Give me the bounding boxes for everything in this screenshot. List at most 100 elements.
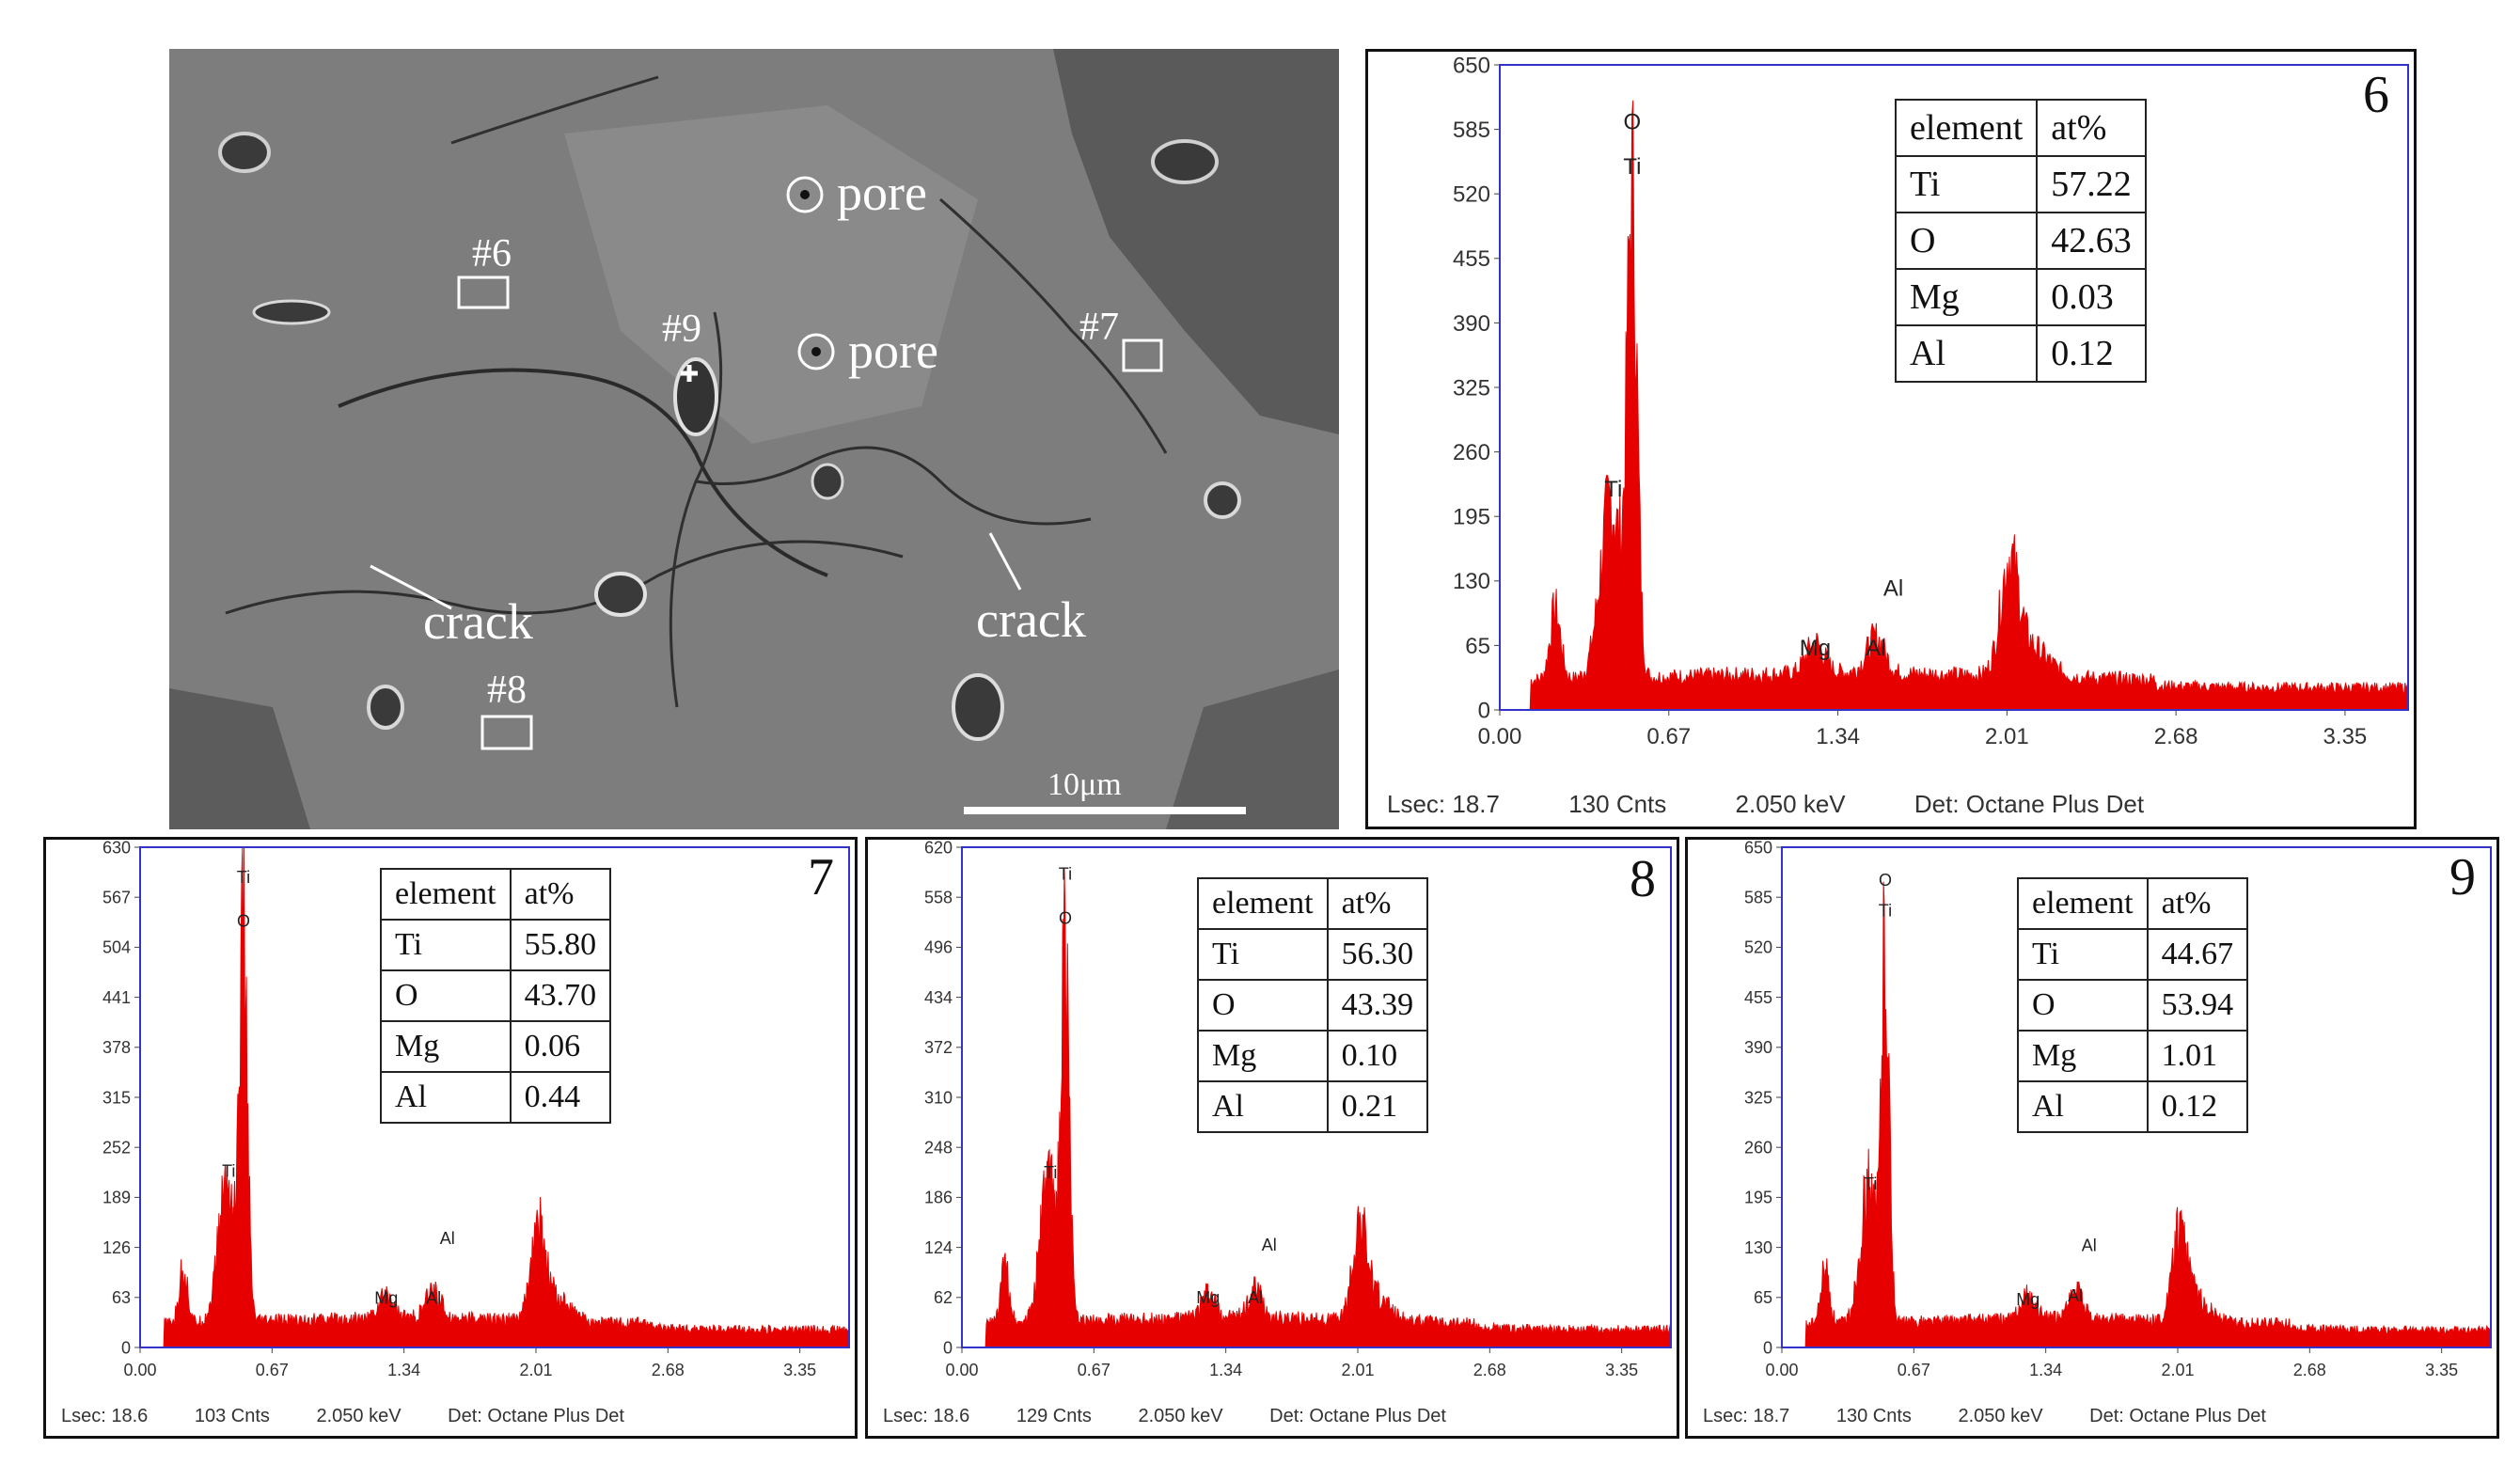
y-tick-label: 650: [1453, 53, 1490, 78]
peak-label: Ti: [222, 1161, 235, 1180]
y-tick-label: 496: [924, 938, 953, 957]
y-tick-label: 630: [102, 840, 131, 857]
x-tick-label: 0.00: [1478, 724, 1522, 749]
y-tick-label: 504: [102, 938, 131, 957]
peak-label: Ti: [1044, 1163, 1057, 1182]
peak-label: Mg: [1196, 1288, 1220, 1307]
footer-lsec: Lsec: 18.7: [1387, 790, 1500, 818]
footer-kev: 2.050 keV: [1735, 790, 1846, 818]
dark-grain: [1053, 49, 1339, 434]
y-tick-label: 130: [1744, 1238, 1772, 1257]
composition-table: element at% Ti 56.30 O 43.39 Mg 0.10 Al 0.21: [1197, 877, 1429, 1133]
peak-label: Al: [1248, 1288, 1263, 1307]
peak-label: Mg: [374, 1289, 398, 1308]
y-tick-label: 378: [102, 1038, 131, 1057]
footer-det: Det: Octane Plus Det: [2089, 1406, 2266, 1426]
spot8-label: #8: [487, 669, 527, 712]
y-tick-label: 189: [102, 1189, 131, 1207]
table-cell: Al: [1197, 1080, 1329, 1133]
spot8-box: [480, 715, 533, 750]
footer-kev: 2.050 keV: [316, 1406, 402, 1426]
spot9-cross: [681, 365, 698, 382]
table-cell: Ti: [2017, 928, 2149, 981]
panel-number: 9: [2449, 848, 2476, 906]
y-tick-label: 455: [1744, 988, 1772, 1007]
table-cell: O: [2017, 979, 2149, 1032]
peak-label: Ti: [1879, 902, 1892, 921]
peak-label: Al: [2068, 1286, 2083, 1305]
y-tick-label: 260: [1453, 440, 1490, 465]
x-tick-label: 3.35: [783, 1361, 816, 1379]
y-tick-label: 315: [102, 1088, 131, 1107]
y-tick-label: 252: [102, 1139, 131, 1158]
table-cell: 42.63: [2036, 212, 2147, 270]
x-tick-label: 2.68: [652, 1361, 685, 1379]
y-tick-label: 0: [121, 1338, 131, 1357]
x-tick-label: 1.34: [2029, 1361, 2062, 1379]
x-tick-label: 1.34: [387, 1361, 420, 1379]
x-tick-label: 0.00: [945, 1361, 978, 1379]
table-cell: Mg: [1197, 1030, 1329, 1082]
pore-circle: [797, 333, 835, 370]
footer-kev: 2.050 keV: [1958, 1406, 2043, 1426]
spectrum-svg: 0 63 126 189 252 315 378 441 504 567 630 0.00 0.67 1.…: [102, 838, 850, 1379]
y-tick-label: 260: [1744, 1139, 1772, 1158]
pore-mark: [1204, 481, 1241, 519]
x-tick-label: 3.35: [2323, 724, 2368, 749]
scale-bar: [964, 807, 1246, 814]
table-cell: 0.10: [1326, 1030, 1429, 1082]
y-tick-label: 520: [1744, 938, 1772, 957]
table-cell: Ti: [380, 919, 512, 971]
eds-plot: 0 65 130 195 260 325 390 455 520 585 650 0.00 0.67 1.…: [1368, 52, 2414, 776]
table-cell: 0.21: [1326, 1080, 1429, 1133]
y-tick-label: 195: [1744, 1189, 1772, 1207]
pore-mark: [811, 463, 844, 500]
peak-label: O: [1624, 110, 1642, 135]
table-cell: O: [1894, 212, 2039, 270]
table-cell: 0.44: [509, 1071, 612, 1124]
pore-mark: [252, 299, 331, 325]
table-cell: 1.01: [2146, 1030, 2249, 1082]
dark-grain: [169, 688, 310, 829]
x-tick-label: 2.68: [2293, 1361, 2326, 1379]
panel-number: 8: [1630, 850, 1656, 908]
footer-cnts: 130 Cnts: [1568, 790, 1667, 818]
y-tick-label: 0: [1478, 698, 1490, 723]
peak-label: Al: [2082, 1237, 2097, 1255]
table-cell: 55.80: [509, 919, 612, 971]
footer-lsec: Lsec: 18.7: [1703, 1406, 1790, 1426]
table-cell: Ti: [1197, 928, 1329, 981]
x-tick-label: 2.68: [2154, 724, 2198, 749]
footer-det: Det: Octane Plus Det: [448, 1406, 624, 1426]
y-tick-label: 390: [1453, 311, 1490, 337]
pore-circle: [786, 176, 824, 213]
x-tick-label: 1.34: [1816, 724, 1860, 749]
x-tick-label: 1.34: [1209, 1361, 1242, 1379]
table-cell: 43.39: [1326, 979, 1429, 1032]
y-tick-label: 520: [1453, 182, 1490, 208]
peak-label: Al: [1262, 1236, 1277, 1254]
crack-line: [450, 75, 659, 145]
y-tick-label: 195: [1453, 505, 1490, 530]
light-region: [564, 105, 978, 444]
footer-cnts: 103 Cnts: [194, 1406, 270, 1426]
pore-mark: [218, 132, 271, 173]
y-tick-label: 325: [1453, 375, 1490, 401]
table-cell: 0.12: [2036, 324, 2147, 383]
table-header: element: [1197, 877, 1329, 930]
table-cell: 0.12: [2146, 1080, 2249, 1133]
pore-dot: [800, 190, 810, 199]
pore-label: pore: [848, 323, 938, 379]
crack-label: crack: [423, 593, 533, 650]
table-header: at%: [509, 868, 612, 921]
crack-line: [338, 368, 828, 577]
table-cell: Al: [2017, 1080, 2149, 1133]
peak-label: Al: [440, 1229, 455, 1248]
table-cell: 43.70: [509, 969, 612, 1022]
composition-table: element at% Ti 55.80 O 43.70 Mg 0.06 Al 0.44: [380, 868, 612, 1124]
x-tick-label: 2.68: [1473, 1361, 1506, 1379]
table-cell: Mg: [1894, 268, 2039, 326]
peak-label: O: [1059, 909, 1072, 928]
peak-label: Ti: [1604, 477, 1622, 502]
table-header: at%: [2146, 877, 2249, 930]
